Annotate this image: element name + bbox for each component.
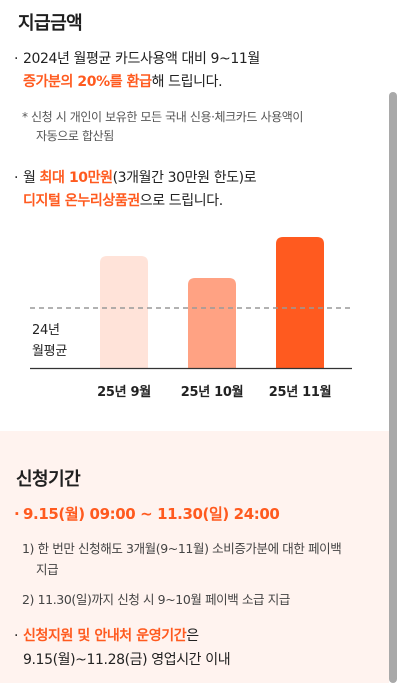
payback-bar-chart: 24년 월평균 25년 9월 25년 10월 25년 11월 xyxy=(0,225,401,410)
support-center-highlight: 신청지원 및 안내처 운영기간 xyxy=(23,628,187,644)
x-tick-label-2: 25년 10월 xyxy=(180,385,244,400)
bullet-dot: · xyxy=(14,505,20,523)
note-card-total: * 신청 시 개인이 보유한 모든 국내 신용·체크카드 사용액이 xyxy=(22,110,304,124)
x-tick-label-1: 25년 9월 xyxy=(97,385,151,400)
application-date-range: · 9.15(월) 09:00 ~ 11.30(일) 24:00 xyxy=(14,503,280,524)
payment-line-1-text: 2024년 월평균 카드사용액 대비 9~11월 xyxy=(23,51,260,67)
baseline-label-line2: 월평균 xyxy=(32,344,67,359)
support-center-line: · 신청지원 및 안내처 운영기간은 xyxy=(14,625,199,647)
bullet-dot: · xyxy=(14,51,19,67)
voucher-highlight: 디지털 온누리상품권 xyxy=(23,193,140,209)
bar-2 xyxy=(188,278,236,368)
payment-line-2-rest: 해 드립니다. xyxy=(151,74,223,90)
period-note-1-cont: 지급 xyxy=(36,562,59,577)
refund-highlight: 증가분의 20%를 환급 xyxy=(23,74,152,90)
bullet-dot: · xyxy=(14,628,19,644)
period-note-1: 1) 한 번만 신청해도 3개월(9~11월) 소비증가분에 대한 페이백 xyxy=(22,541,342,556)
note-card-total-cont: 자동으로 합산됨 xyxy=(36,129,114,143)
chart-canvas xyxy=(30,237,352,370)
payment-line-4: 디지털 온누리상품권으로 드립니다. xyxy=(23,190,223,212)
section-title-payment-amount: 지급금액 xyxy=(18,13,83,34)
payment-line-3: · 월 최대 10만원(3개월간 30만원 한도)로 xyxy=(14,167,257,189)
support-center-hours: 9.15(월)~11.28(금) 영업시간 이내 xyxy=(23,652,231,668)
application-period-section: 신청기간 · 9.15(월) 09:00 ~ 11.30(일) 24:00 1) … xyxy=(0,431,389,683)
payment-line-4-rest: 으로 드립니다. xyxy=(139,193,223,209)
application-date-range-text: 9.15(월) 09:00 ~ 11.30(일) 24:00 xyxy=(23,505,280,523)
payment-line-3-rest: (3개월간 30만원 한도)로 xyxy=(112,170,257,186)
support-center-rest: 은 xyxy=(186,628,199,644)
bullet-dot: · xyxy=(14,170,19,186)
scrollbar-thumb[interactable] xyxy=(389,92,397,683)
payment-line-3-pre: 월 xyxy=(23,170,40,186)
section-title-application-period: 신청기간 xyxy=(16,469,81,490)
baseline-label-line1: 24년 xyxy=(32,323,60,338)
x-tick-label-3: 25년 11월 xyxy=(268,385,332,400)
max-amount-highlight: 최대 10만원 xyxy=(39,170,113,186)
payment-line-1: · 2024년 월평균 카드사용액 대비 9~11월 xyxy=(14,48,260,70)
bar-1 xyxy=(100,256,148,368)
payment-line-2: 증가분의 20%를 환급해 드립니다. xyxy=(23,71,223,93)
bar-3 xyxy=(276,237,324,368)
period-note-2: 2) 11.30(일)까지 신청 시 9~10월 페이백 소급 지급 xyxy=(22,592,290,607)
